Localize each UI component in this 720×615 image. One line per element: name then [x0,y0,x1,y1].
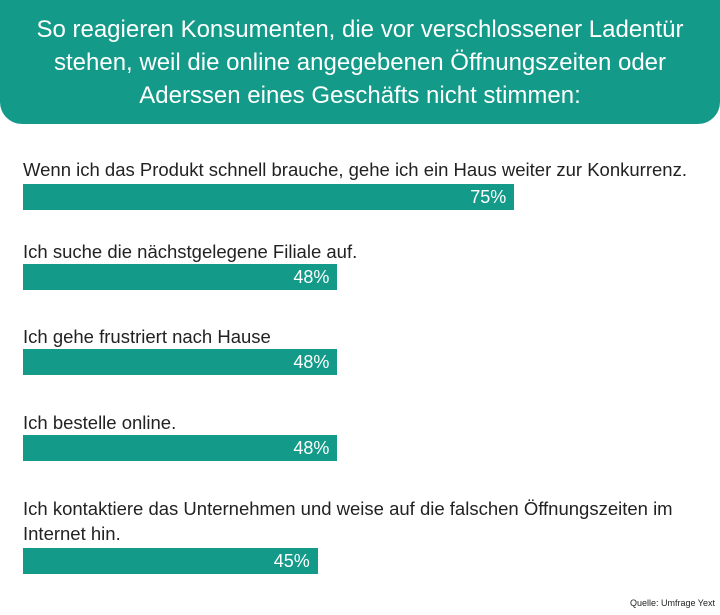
bar-label: Ich kontaktiere das Unternehmen und weis… [23,498,673,544]
bar-label: Ich bestelle online. [23,412,177,433]
bar-label: Ich suche die nächstgelegene Filiale auf… [23,241,358,262]
bar-value-label: 48% [293,267,330,287]
bar: 45% [23,548,318,574]
bar: 75% [23,184,515,210]
bar-value-label: 48% [293,438,330,458]
bar: 48% [23,349,338,375]
bar: 48% [23,264,338,290]
title-banner: So reagieren Konsumenten, die vor versch… [0,0,720,124]
chart-title: So reagieren Konsumenten, die vor versch… [36,15,684,109]
bar: 48% [23,435,338,461]
bar-value-label: 45% [273,551,310,571]
bar-value-label: 48% [293,352,330,372]
bar-value-label: 75% [470,187,507,207]
bar-label: Ich gehe frustriert nach Hause [23,326,271,347]
bar-label: Wenn ich das Produkt schnell brauche, ge… [23,159,687,180]
source-note: Quelle: Umfrage Yext [629,598,715,608]
